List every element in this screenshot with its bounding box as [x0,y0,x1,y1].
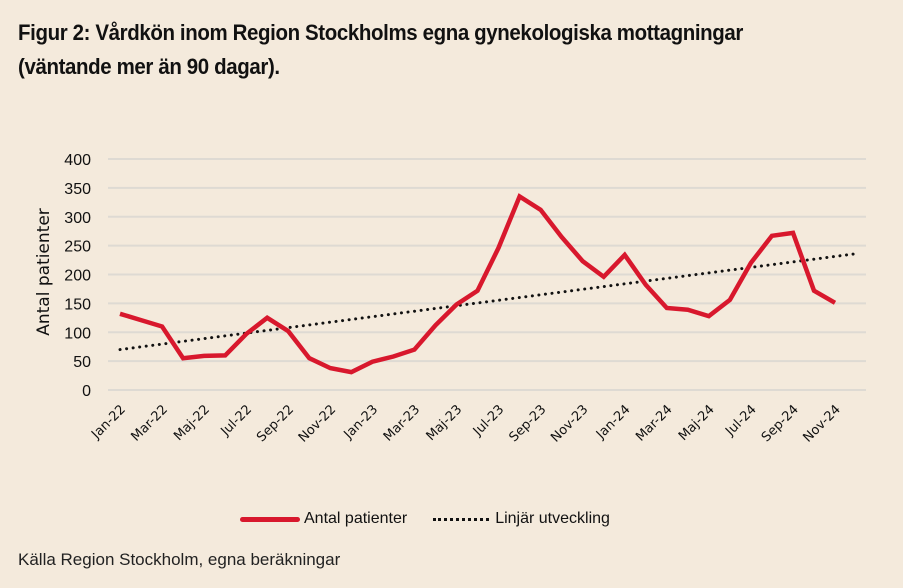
y-tick-label: 300 [64,210,91,227]
x-tick-label: Maj-24 [676,402,718,444]
x-tick-label: Maj-22 [171,402,213,444]
legend-item-antal-patienter: Antal patienter [240,510,407,528]
source-note: Källa Region Stockholm, egna beräkningar [18,550,341,569]
x-tick-label: Mar-24 [633,402,675,444]
x-tick-label: Sep-23 [506,402,549,445]
x-tick-label: Sep-24 [759,402,802,445]
trend-line [118,252,858,352]
x-tick-label: Jul-24 [722,402,759,439]
legend-dotted-line-icon [433,517,490,521]
chart-title: Figur 2: Vårdkön inom Region Stockholms … [18,20,744,79]
y-tick-label: 400 [64,152,91,169]
x-tick-label: Maj-23 [424,402,466,444]
x-tick-label: Jan-23 [341,402,382,443]
trend-series [118,252,858,352]
legend-label: Linjär utveckling [495,510,610,527]
main-series [119,193,837,375]
y-axis-ticks: 0 50 100 150 200 250 300 350 400 [64,152,91,400]
x-tick-label: Mar-23 [381,402,423,444]
y-tick-label: 200 [64,268,91,285]
series-line-antal-patienter [119,193,837,375]
y-tick-label: 100 [64,325,91,342]
y-tick-label: 350 [64,181,91,198]
legend: Antal patienter Linjär utveckling [240,510,636,528]
legend-label: Antal patienter [304,510,408,527]
x-tick-label: Nov-23 [548,402,591,445]
legend-solid-line-icon [240,516,300,522]
x-tick-label: Jul-23 [470,402,507,439]
y-axis-label: Antal patienter [34,208,54,336]
legend-item-linjar-utveckling: Linjär utveckling [433,510,610,528]
y-tick-label: 250 [64,239,91,256]
y-tick-label: 150 [64,296,91,313]
y-tick-label: 0 [82,383,91,400]
x-tick-label: Sep-22 [254,402,297,445]
x-tick-label: Jan-22 [88,402,129,443]
y-tick-label: 50 [73,354,91,371]
x-tick-label: Nov-22 [296,402,339,445]
x-tick-label: Jan-24 [593,402,634,443]
gridlines [108,158,866,391]
x-tick-label: Mar-22 [129,402,171,444]
x-tick-label: Jul-22 [218,402,255,439]
x-tick-label: Nov-24 [801,402,844,445]
